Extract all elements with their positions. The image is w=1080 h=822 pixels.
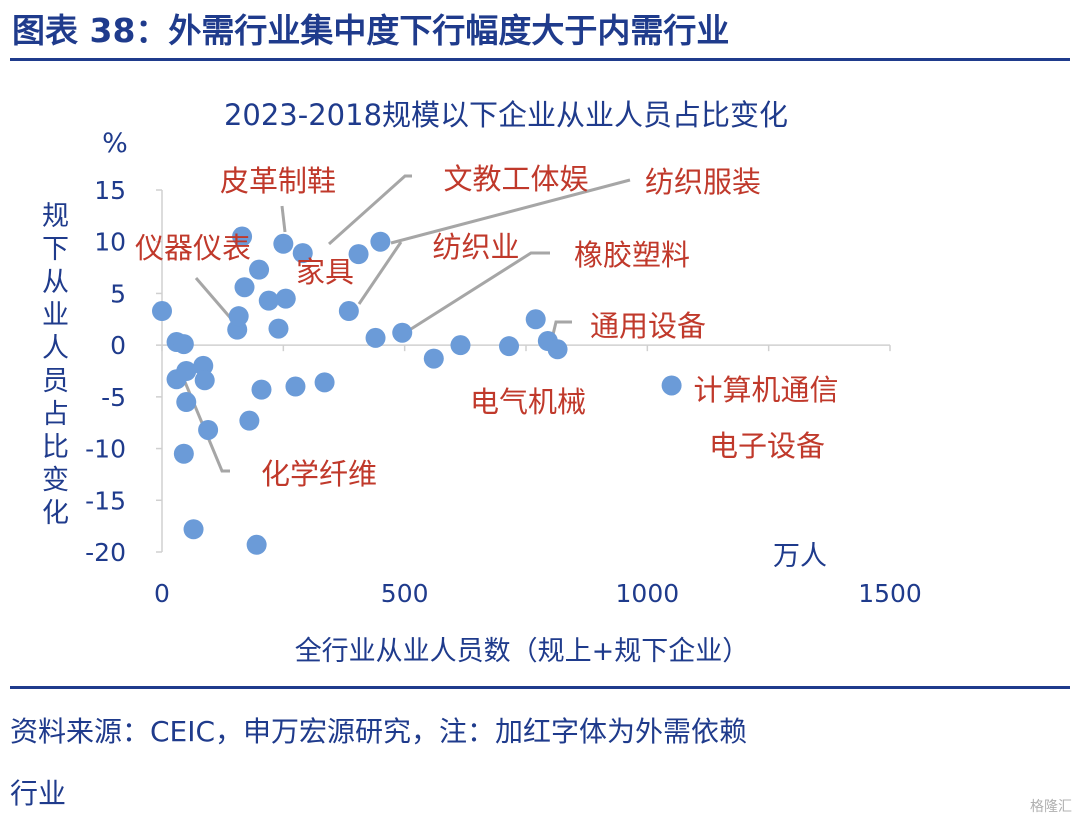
y-axis-label: 规下从业人员占比变化 [42, 201, 69, 529]
data-point [285, 376, 306, 397]
x-axis-label: 全行业从业人员数（规上+规下企业） [295, 636, 750, 667]
data-point [275, 288, 296, 309]
data-point [338, 301, 359, 322]
watermark: 格隆汇 [1030, 799, 1072, 815]
chart-title: 2023-2018规模以下企业从业人员占比变化 [224, 98, 788, 132]
data-point [268, 318, 289, 339]
footer-rule [10, 686, 1070, 689]
data-point [547, 339, 568, 360]
industry-label: 仪器仪表 [135, 231, 251, 265]
leader-line [183, 381, 230, 473]
leader-line [280, 205, 287, 233]
data-point [370, 231, 391, 252]
data-point [661, 375, 682, 396]
data-point [251, 379, 272, 400]
industry-label: 通用设备 [590, 309, 706, 343]
x-tick-label: 500 [381, 579, 429, 608]
data-point [173, 443, 194, 464]
leader-line [390, 178, 631, 245]
data-point [246, 534, 267, 555]
data-point [232, 226, 253, 247]
y-tick-label: -5 [101, 383, 126, 412]
scatter-chart: 2023-2018规模以下企业从业人员占比变化 % 规下从业人员占比变化 全行业… [42, 98, 922, 667]
data-point [234, 277, 255, 298]
data-point [525, 309, 546, 330]
data-point [194, 370, 215, 391]
data-point [365, 327, 386, 348]
axes: 15 10 5 0 -5 -10 -15 -20 0 500 1000 1500 [85, 176, 922, 608]
data-point [239, 410, 260, 431]
industry-label: 皮革制鞋 [220, 164, 336, 198]
industry-label: 家具 [296, 255, 354, 289]
leader-line [357, 241, 403, 305]
x-tick-label: 1500 [858, 579, 922, 608]
data-point [450, 335, 471, 356]
source-note: 资料来源：CEIC，申万宏源研究，注：加红字体为外需依赖 [10, 715, 748, 748]
y-tick-label: 0 [110, 331, 126, 360]
x-unit-label: 万人 [773, 541, 827, 572]
leader-line [327, 174, 412, 246]
industry-label: 电子设备 [709, 429, 825, 463]
source-note-continued: 行业 [10, 777, 67, 810]
industry-label: 文教工体娱 [443, 162, 588, 196]
industry-label: 橡胶塑料 [574, 238, 690, 272]
y-tick-label: -20 [85, 538, 126, 567]
header-rule [10, 58, 1070, 61]
y-tick-label: 15 [94, 176, 126, 205]
y-tick-label: -10 [85, 435, 126, 464]
data-point [314, 372, 335, 393]
data-point [499, 336, 520, 357]
y-tick-label: -15 [85, 486, 126, 515]
data-point [193, 355, 214, 376]
data-point [348, 244, 369, 265]
data-point [423, 348, 444, 369]
data-point [173, 334, 194, 355]
x-tick-label: 0 [154, 579, 170, 608]
industry-label: 纺织业 [432, 230, 519, 264]
x-tick-label: 1000 [616, 579, 680, 608]
industry-label: 电气机械 [470, 385, 586, 419]
data-point [152, 301, 172, 322]
data-point [198, 419, 219, 440]
y-unit-label: % [102, 128, 128, 159]
data-point [258, 290, 279, 311]
industry-label: 纺织服装 [645, 165, 761, 199]
data-points [152, 226, 682, 555]
figure-header: 图表 38：外需行业集中度下行幅度大于内需行业 [12, 11, 730, 50]
leader-line [410, 251, 550, 331]
data-point [176, 361, 197, 381]
y-tick-label: 10 [94, 228, 126, 257]
y-tick-label: 5 [110, 279, 126, 308]
industry-label: 计算机通信 [693, 373, 838, 407]
data-point [228, 306, 249, 327]
data-point [176, 392, 197, 413]
industry-label: 化学纤维 [261, 457, 377, 491]
data-point [273, 233, 294, 254]
data-point [392, 322, 413, 343]
data-point [183, 519, 204, 540]
data-point [292, 243, 313, 264]
data-point [249, 259, 270, 280]
